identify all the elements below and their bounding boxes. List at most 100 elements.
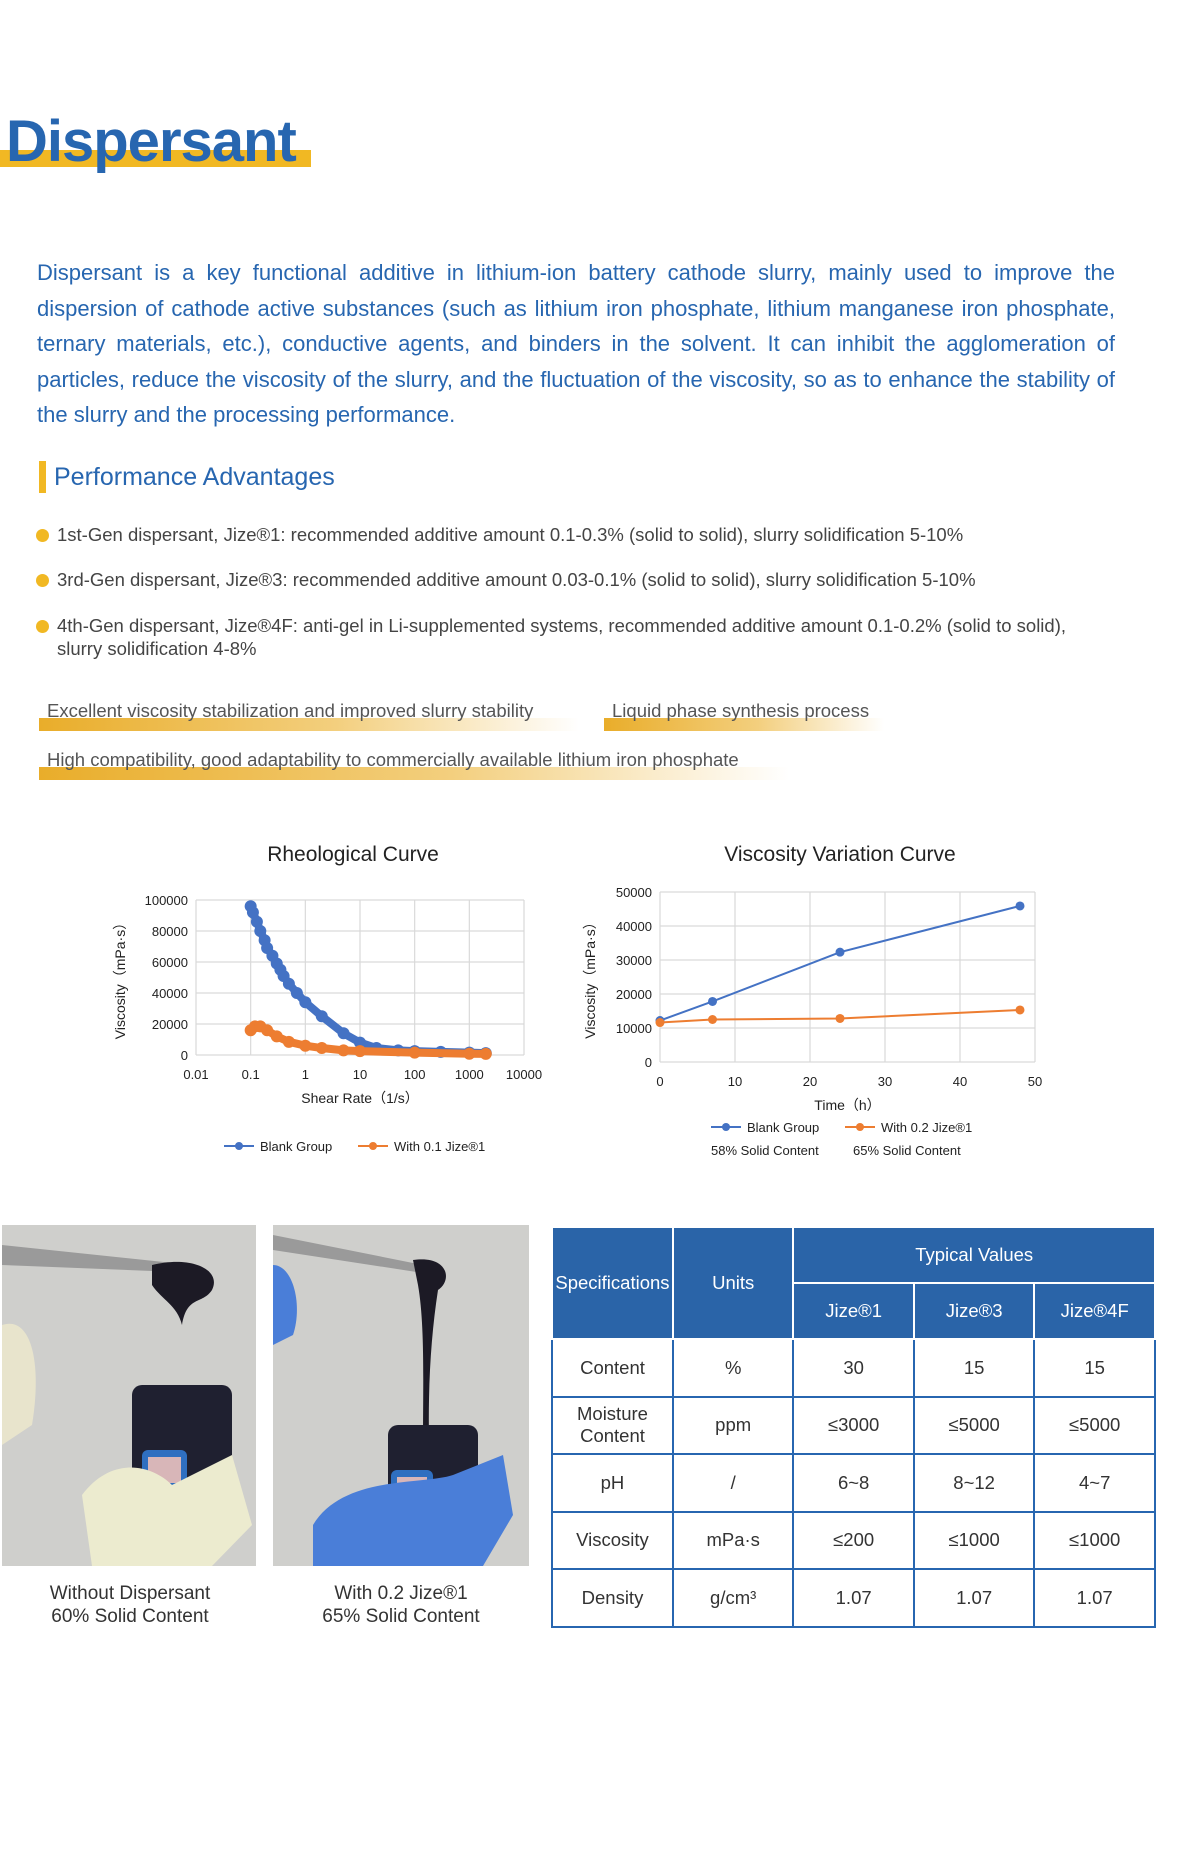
header-specifications: Specifications <box>551 1226 674 1340</box>
value-cell: 6~8 <box>792 1453 915 1513</box>
y-axis-label: Viscosity（mPa·s） <box>582 915 598 1038</box>
data-point <box>408 1046 421 1059</box>
value-cell: ≤1000 <box>1033 1510 1156 1570</box>
unit-cell: / <box>671 1453 795 1513</box>
legend-label: Blank Group <box>747 1120 819 1135</box>
x-tick-label: 1000 <box>455 1067 484 1082</box>
data-point <box>337 1044 350 1057</box>
feature-tag-text: Excellent viscosity stabilization and im… <box>47 700 534 721</box>
y-tick-label: 10000 <box>616 1021 652 1036</box>
page-title: Dispersant <box>6 109 297 174</box>
y-tick-label: 0 <box>645 1055 652 1070</box>
legend-note: 58% Solid Content <box>711 1143 819 1158</box>
legend-marker <box>856 1123 864 1131</box>
bullet-item: 3rd-Gen dispersant, Jize®3: recommended … <box>36 568 1136 591</box>
data-point <box>835 1013 845 1023</box>
header-product: Jize®4F <box>1033 1282 1156 1340</box>
x-tick-label: 0 <box>656 1074 663 1089</box>
feature-tag-text: Liquid phase synthesis process <box>612 700 870 721</box>
photo-caption: Without Dispersant 60% Solid Content <box>2 1582 258 1628</box>
y-tick-label: 20000 <box>152 1017 188 1032</box>
legend-marker <box>722 1123 730 1131</box>
table-row: Moisture Content ppm ≤3000 ≤5000 ≤5000 <box>551 1395 1156 1455</box>
bullet-text: 4th-Gen dispersant, Jize®4F: anti-gel in… <box>57 615 1067 659</box>
value-cell: ≤3000 <box>792 1395 915 1455</box>
section-heading-performance: Performance Advantages <box>39 461 335 493</box>
y-tick-label: 50000 <box>616 885 652 900</box>
legend-label: With 0.2 Jize®1 <box>881 1120 972 1135</box>
unit-cell: mPa·s <box>671 1510 795 1570</box>
value-cell: ≤200 <box>792 1510 915 1570</box>
header-typical-values: Typical Values <box>792 1226 1156 1284</box>
y-tick-label: 80000 <box>152 924 188 939</box>
bullet-text: 3rd-Gen dispersant, Jize®3: recommended … <box>57 569 976 590</box>
x-tick-label: 20 <box>803 1074 817 1089</box>
chart-title: Rheological Curve <box>267 843 439 866</box>
legend-marker <box>369 1142 377 1150</box>
data-point <box>479 1047 492 1060</box>
data-point <box>254 925 267 937</box>
legend-label: Blank Group <box>260 1139 332 1154</box>
data-point <box>290 987 303 999</box>
header-product: Jize®1 <box>792 1282 915 1340</box>
table-row: Viscosity mPa·s ≤200 ≤1000 ≤1000 <box>551 1510 1156 1570</box>
value-cell: 30 <box>792 1338 915 1398</box>
x-tick-label: 0.01 <box>183 1067 208 1082</box>
unit-cell: ppm <box>671 1395 795 1455</box>
x-tick-label: 0.1 <box>242 1067 260 1082</box>
photo-with-dispersant <box>273 1225 529 1566</box>
data-point <box>463 1047 476 1060</box>
data-point <box>1015 1005 1025 1015</box>
spec-cell: Content <box>551 1338 674 1398</box>
y-tick-label: 40000 <box>616 919 652 934</box>
photo-caption: With 0.2 Jize®1 65% Solid Content <box>273 1582 529 1628</box>
caption-line: Without Dispersant <box>49 1583 211 1604</box>
data-point <box>354 1045 366 1058</box>
x-tick-label: 10 <box>353 1067 367 1082</box>
data-point <box>270 1030 283 1043</box>
value-cell: 15 <box>1033 1338 1156 1398</box>
header-product: Jize®3 <box>912 1282 1036 1340</box>
value-cell: 15 <box>912 1338 1036 1398</box>
caption-line: 60% Solid Content <box>51 1606 209 1627</box>
spec-cell: Density <box>551 1568 674 1628</box>
bullet-dot-icon <box>36 620 49 633</box>
viscosity-variation-chart: 0 10000 20000 30000 40000 50000 0 10 20 30 40 50 Tim… <box>582 885 1042 1158</box>
series-line-1 <box>659 1008 1021 1024</box>
table-row: pH/6~8 8~12 4~7 <box>551 1453 1156 1513</box>
value-cell: 1.07 <box>912 1568 1036 1628</box>
spec-cell: pH <box>551 1453 674 1513</box>
page-heading: Dispersant <box>0 108 311 175</box>
x-tick-label: 1 <box>302 1067 309 1082</box>
specifications-table: Specifications Units Typical Values Jize… <box>551 1226 1156 1628</box>
intro-paragraph: Dispersant is a key functional additive … <box>37 260 1115 427</box>
caption-line: 65% Solid Content <box>322 1606 480 1627</box>
data-point <box>246 906 259 919</box>
data-point <box>315 1010 328 1023</box>
x-tick-label: 30 <box>878 1074 892 1089</box>
x-tick-label: 10 <box>728 1074 742 1089</box>
value-cell: ≤1000 <box>912 1510 1036 1570</box>
x-tick-label: 10000 <box>506 1067 542 1082</box>
y-tick-label: 30000 <box>616 953 652 968</box>
feature-tag: Liquid phase synthesis process <box>604 700 884 732</box>
series-line-0 <box>659 904 1021 1022</box>
feature-tag: High compatibility, good adaptability to… <box>39 749 789 781</box>
data-point <box>655 1018 665 1028</box>
data-point <box>337 1027 350 1040</box>
slurry-beaker-image <box>2 1225 256 1566</box>
value-cell: 1.07 <box>792 1568 915 1628</box>
y-tick-label: 40000 <box>152 986 188 1001</box>
table-row: Density g/cm³ 1.07 1.07 1.07 <box>551 1568 1156 1628</box>
y-tick-label: 100000 <box>145 893 188 908</box>
data-point <box>1015 901 1025 911</box>
bullet-text: 1st-Gen dispersant, Jize®1: recommended … <box>57 524 964 545</box>
x-axis-label: Time（h） <box>814 1097 880 1113</box>
y-tick-label: 0 <box>181 1048 188 1063</box>
legend-marker <box>235 1142 243 1150</box>
data-point <box>282 977 295 990</box>
value-cell: 1.07 <box>1033 1568 1156 1628</box>
data-point <box>299 1039 312 1052</box>
table-row: Content% 30 15 15 <box>551 1338 1156 1398</box>
value-cell: ≤5000 <box>1033 1395 1156 1455</box>
